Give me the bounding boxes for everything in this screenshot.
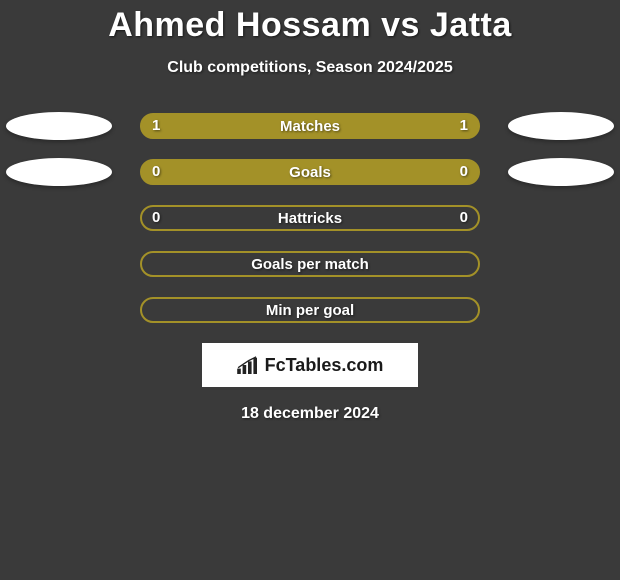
- right-ellipse: [508, 158, 614, 186]
- stat-bar: Matches: [140, 113, 480, 139]
- stat-label: Matches: [280, 118, 340, 135]
- left-ellipse: [6, 158, 112, 186]
- logo-text: FcTables.com: [265, 355, 384, 376]
- right-ellipse: [508, 112, 614, 140]
- stat-bar: Goals: [140, 159, 480, 185]
- page-title: Ahmed Hossam vs Jatta: [0, 6, 620, 45]
- stat-row: Matches 1 1: [0, 113, 620, 139]
- stat-value-right: 1: [460, 113, 468, 139]
- stat-row: Hattricks 0 0: [0, 205, 620, 231]
- stat-value-left: 0: [152, 159, 160, 185]
- stat-row: Goals per match: [0, 251, 620, 277]
- stat-value-left: 0: [152, 205, 160, 231]
- stat-value-right: 0: [460, 205, 468, 231]
- comparison-infographic: Ahmed Hossam vs Jatta Club competitions,…: [0, 0, 620, 423]
- stat-value-right: 0: [460, 159, 468, 185]
- stat-label: Goals per match: [251, 256, 369, 273]
- stat-row: Goals 0 0: [0, 159, 620, 185]
- stat-label: Min per goal: [266, 302, 354, 319]
- stat-bar: Min per goal: [140, 297, 480, 323]
- stat-value-left: 1: [152, 113, 160, 139]
- stat-label: Goals: [289, 164, 331, 181]
- logo-box: FcTables.com: [202, 343, 418, 387]
- left-ellipse: [6, 112, 112, 140]
- stat-row: Min per goal: [0, 297, 620, 323]
- page-subtitle: Club competitions, Season 2024/2025: [0, 59, 620, 77]
- stat-bar: Goals per match: [140, 251, 480, 277]
- stat-rows: Matches 1 1 Goals 0 0 Hattricks 0 0 Goals per mat…: [0, 113, 620, 323]
- date-label: 18 december 2024: [0, 405, 620, 423]
- stat-label: Hattricks: [278, 210, 342, 227]
- stat-bar: Hattricks: [140, 205, 480, 231]
- bar-chart-icon: [237, 356, 259, 374]
